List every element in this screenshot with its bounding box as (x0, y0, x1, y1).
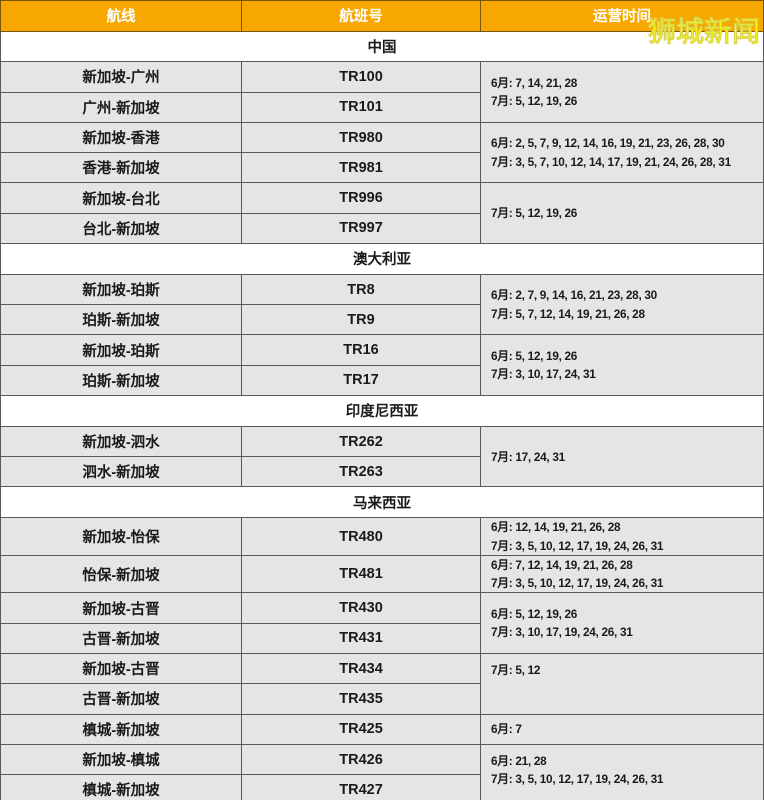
svg-text:狮城新闻: 狮城新闻 (648, 16, 760, 47)
